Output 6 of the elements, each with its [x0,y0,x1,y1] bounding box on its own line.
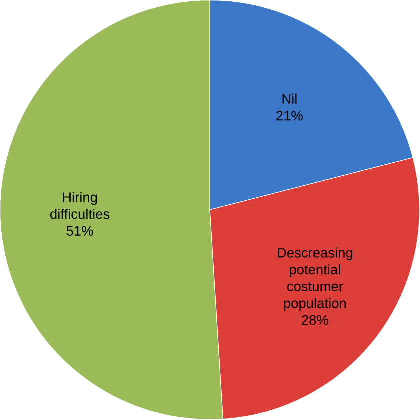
data-label: 21% [276,111,303,121]
slice-label: Hiring difficulties [50,192,110,220]
slice-label: Nil [282,94,297,104]
data-label: 28% [302,315,328,326]
data-label: 51% [66,226,94,236]
slice-label: Descreasing potential costumer population [278,248,352,312]
